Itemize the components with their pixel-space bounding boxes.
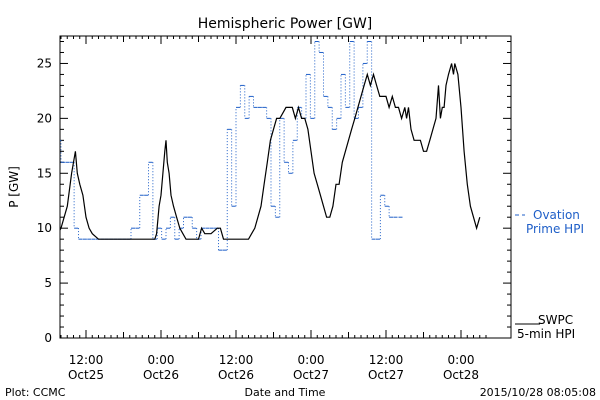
x-tick-label-date: Oct26 [218,368,254,382]
x-tick-label-date: Oct26 [143,368,179,382]
x-tick-label-time: 0:00 [148,353,175,367]
legend-swpc-line1: SWPC [538,313,573,327]
x-tick-label-time: 0:00 [298,353,325,367]
x-tick-label-time: 12:00 [369,353,404,367]
y-tick-label: 5 [44,276,52,290]
x-tick-label-time: 12:00 [69,353,104,367]
x-tick-label-time: 0:00 [448,353,475,367]
x-tick-label-date: Oct27 [368,368,404,382]
series-swpc [60,63,481,240]
y-axis-ticks: 0 5 10 15 20 25 [37,40,511,345]
legend-ovation: Ovation Prime HPI [515,208,584,236]
y-tick-label: 20 [37,111,52,125]
x-axis-label: Date and Time [245,386,326,399]
footer-timestamp: 2015/10/28 08:05:08 [480,386,596,399]
chart-title: Hemispheric Power [GW] [198,16,373,32]
legend-ovation-line2: Prime HPI [526,222,584,236]
x-axis-ticks: 12:00Oct250:00Oct2612:00Oct260:00Oct2712… [60,36,487,382]
footer-plot-source: Plot: CCMC [5,386,66,399]
legend-swpc-line2: 5-min HPI [517,327,575,341]
legend-swpc: SWPC 5-min HPI [515,313,575,341]
y-tick-label: 0 [44,331,52,345]
y-tick-label: 15 [37,166,52,180]
x-tick-label-date: Oct25 [68,368,104,382]
x-tick-label-date: Oct28 [443,368,479,382]
legend-ovation-line1: Ovation [533,208,580,222]
y-axis-label: P [GW] [7,166,21,208]
x-tick-label-time: 12:00 [219,353,254,367]
x-tick-label-date: Oct27 [293,368,329,382]
y-tick-label: 25 [37,56,52,70]
y-tick-label: 10 [37,221,52,235]
swpc-line [60,63,481,240]
